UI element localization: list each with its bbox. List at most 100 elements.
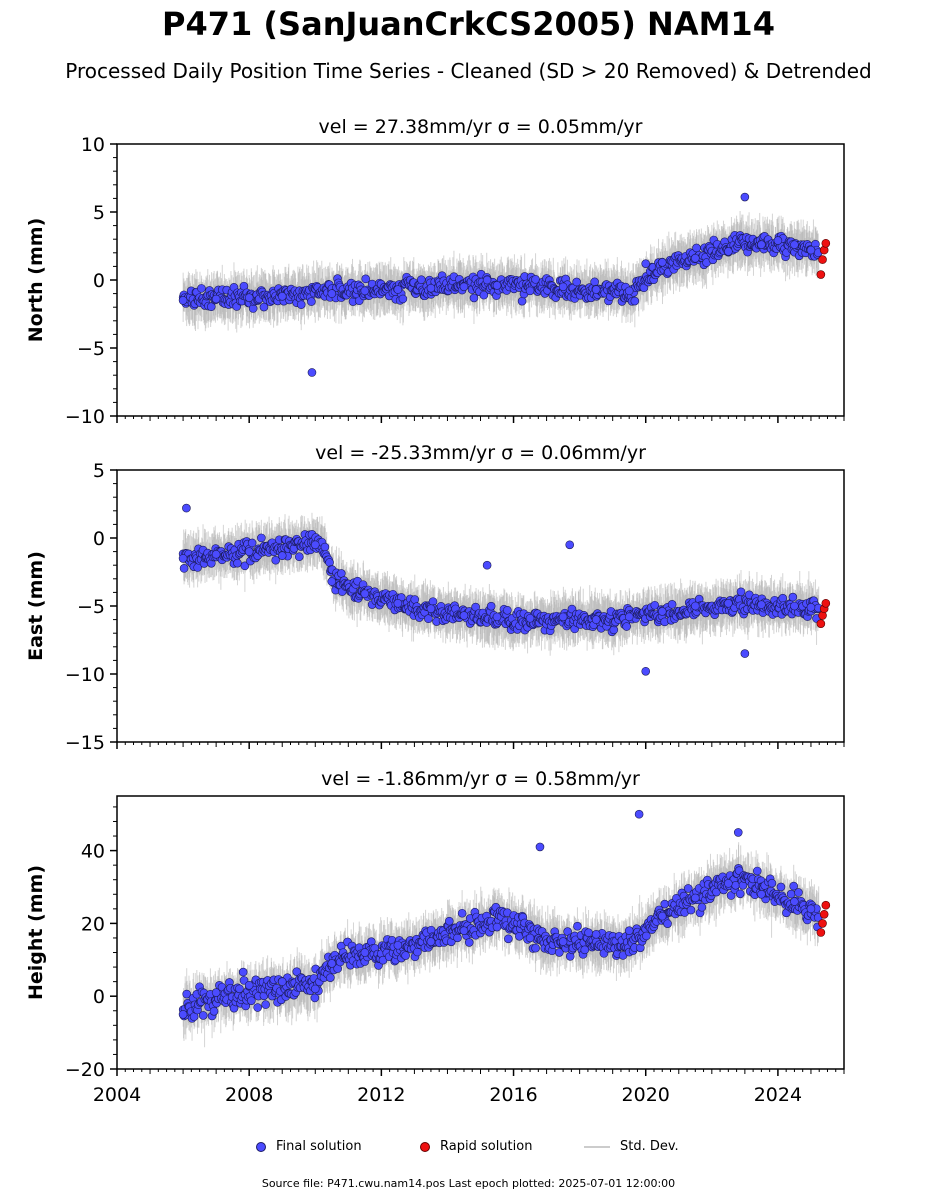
cloud-point: [572, 277, 581, 287]
final-point: [459, 282, 469, 292]
final-point: [178, 554, 188, 563]
final-point: [690, 601, 700, 611]
cloud-point: [788, 592, 798, 602]
rapid-solution-series: [816, 238, 831, 279]
std-dev-bars: [182, 210, 820, 333]
final-point: [393, 285, 403, 294]
cloud-point: [692, 243, 701, 253]
cloud-point: [410, 595, 420, 604]
final-point: [757, 240, 766, 249]
final-point: [482, 275, 492, 285]
cloud-point: [320, 542, 330, 552]
final-point: [657, 607, 667, 616]
y-tick-label: −15: [65, 732, 105, 754]
rapid-solution-series: [816, 598, 831, 628]
plot-area: [178, 503, 831, 676]
y-tick-label: 0: [93, 528, 105, 550]
y-tick-label: 0: [93, 270, 105, 292]
cloud-point: [503, 605, 512, 615]
final-point: [724, 247, 733, 256]
y-tick-label: −10: [65, 406, 105, 428]
cloud-point: [247, 538, 257, 548]
cloud-point: [417, 275, 426, 284]
plot-area: [178, 809, 831, 1048]
final-point: [558, 282, 568, 292]
final-point: [790, 601, 799, 611]
final-point: [565, 540, 575, 550]
cloud-point: [240, 561, 250, 571]
final-point: [641, 666, 651, 676]
cloud-point: [630, 296, 640, 306]
final-point: [426, 283, 436, 293]
final-point: [806, 245, 816, 255]
cloud-point: [622, 622, 631, 631]
final-point: [360, 286, 370, 296]
panel-2: −15 −10 −5 0 5 vel = -25.33mm/yr σ = 0.06mm/y…: [25, 442, 845, 754]
final-point: [360, 589, 370, 599]
final-point: [806, 603, 816, 612]
final-point: [740, 192, 750, 202]
final-point: [307, 368, 317, 377]
final-point: [178, 296, 188, 305]
panel-1: −10 −5 0 5 10 vel = 27.38mm/yr σ = 0.05mm/yr N…: [25, 116, 845, 428]
final-point: [327, 577, 337, 586]
final-point: [591, 615, 601, 624]
cloud-point: [590, 277, 599, 287]
cloud-point: [233, 558, 242, 568]
final-point: [525, 286, 535, 296]
cloud-point: [197, 284, 206, 293]
cloud-point: [179, 564, 189, 573]
rapid-point: [816, 270, 826, 279]
y-tick-label: −5: [77, 338, 105, 360]
final-point: [244, 293, 254, 302]
cloud-point: [296, 300, 306, 309]
final-point: [740, 649, 750, 658]
cloud-point: [517, 296, 527, 306]
cloud-point: [257, 533, 266, 543]
cloud-point: [486, 601, 496, 611]
cloud-point: [337, 569, 346, 578]
final-point: [459, 611, 469, 620]
cloud-point: [479, 290, 489, 300]
cloud-point: [736, 587, 746, 597]
final-point: [690, 253, 700, 263]
cloud-point: [469, 293, 479, 303]
final-point: [310, 540, 320, 550]
final-point: [790, 240, 799, 249]
final-point: [724, 598, 733, 608]
rapid-point: [821, 238, 831, 248]
final-point: [525, 613, 535, 623]
chart-main-title: P471 (SanJuanCrkCS2005) NAM14: [162, 5, 775, 43]
final-solution-series: [178, 503, 816, 676]
final-point: [277, 551, 287, 560]
final-point: [277, 292, 287, 301]
y-tick-label: −10: [65, 664, 105, 686]
rapid-point: [816, 619, 826, 628]
final-point: [492, 281, 502, 290]
cloud-point: [778, 593, 788, 603]
std-dev-bars: [182, 512, 820, 656]
cloud-point: [294, 552, 304, 562]
rapid-point: [818, 255, 827, 264]
cloud-point: [206, 302, 216, 312]
final-point: [482, 560, 492, 570]
final-point: [773, 236, 783, 245]
final-solution-cloud: [178, 530, 823, 637]
final-point: [641, 259, 651, 268]
final-point: [624, 286, 634, 296]
cloud-point: [650, 600, 660, 610]
y-tick-label: 5: [93, 202, 105, 224]
final-point: [757, 600, 766, 609]
final-point: [624, 612, 634, 622]
final-point: [327, 289, 337, 298]
final-point: [591, 285, 601, 294]
plot-area: [178, 192, 831, 377]
final-point: [393, 598, 403, 608]
final-point: [211, 550, 221, 559]
panel-title: vel = 27.38mm/yr σ = 0.05mm/yr: [319, 116, 643, 138]
cloud-point: [424, 614, 433, 623]
cloud-point: [398, 294, 408, 304]
final-point: [657, 258, 667, 267]
